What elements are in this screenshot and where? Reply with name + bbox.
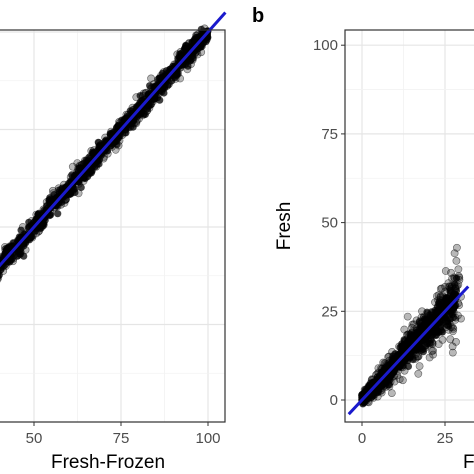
panel-b-border	[344, 29, 474, 423]
y-tick-label: 50	[321, 215, 338, 232]
scatter-point	[46, 212, 54, 220]
scatter-point	[446, 335, 455, 344]
panel-b-x-ticks: 0 25	[358, 422, 454, 447]
panel-a-x-axis-title: Fresh-Frozen	[51, 452, 165, 473]
scatter-point	[434, 340, 443, 348]
x-tick-label: 75	[113, 430, 130, 447]
scatter-point	[58, 198, 66, 206]
scatter-point	[389, 352, 397, 360]
scatter-point	[403, 312, 412, 321]
x-tick-label: 0	[358, 430, 366, 447]
y-tick-label: 25	[321, 303, 338, 320]
scatter-point	[95, 160, 103, 168]
panel-a: 50 75 100 Fresh-Frozen	[0, 11, 227, 473]
scatter-point	[395, 375, 404, 383]
scatter-point	[103, 147, 112, 155]
panel-b-x-axis-title: F	[463, 452, 474, 473]
panel-a-grid	[0, 30, 225, 423]
scatter-point	[451, 280, 459, 288]
scatter-point	[422, 342, 430, 350]
scatter-point	[137, 109, 146, 117]
scatter-point	[427, 346, 436, 355]
scatter-point	[4, 244, 12, 252]
panel-b-points	[358, 243, 465, 408]
panel-b: b 0 25 0 25 50 75 100 Fresh F	[252, 5, 474, 473]
scatter-point	[188, 38, 196, 46]
scatter-point	[404, 362, 412, 370]
panel-b-fit-line	[347, 285, 470, 416]
y-tick-label: 100	[313, 37, 338, 54]
scatter-point	[448, 348, 457, 357]
scatter-point	[54, 210, 62, 218]
scatter-point	[17, 226, 25, 234]
y-tick-label: 75	[321, 126, 338, 143]
panel-b-y-axis-title: Fresh	[274, 202, 295, 251]
x-tick-label: 100	[195, 430, 220, 447]
scatter-point	[386, 376, 394, 384]
scatter-point	[414, 369, 423, 378]
scatter-point	[423, 308, 431, 316]
scatter-point	[396, 362, 404, 370]
scatter-point	[452, 256, 461, 265]
scatter-point	[447, 268, 455, 277]
scatter-point	[373, 389, 381, 397]
scatter-point	[145, 100, 153, 109]
panel-b-y-ticks: 0 25 50 75 100	[313, 37, 345, 409]
scatter-point	[387, 389, 396, 397]
scatter-point	[181, 60, 189, 68]
scatter-point	[452, 337, 460, 346]
scatter-point	[448, 327, 457, 336]
scatter-point	[398, 376, 407, 385]
scatter-point	[15, 250, 23, 258]
scatter-point	[77, 183, 85, 191]
scatter-point	[156, 96, 164, 104]
x-tick-label: 50	[26, 430, 43, 447]
scatter-point	[182, 44, 191, 52]
scatter-point	[433, 328, 441, 336]
scatter-point	[438, 328, 446, 336]
panel-a-border	[0, 29, 226, 423]
scatter-point	[0, 275, 1, 281]
scatter-point	[444, 322, 452, 330]
panel-a-fit-line	[0, 11, 227, 268]
scatter-point	[415, 362, 424, 370]
scatter-point	[452, 274, 461, 282]
scatter-point	[437, 300, 445, 308]
scatter-point	[427, 336, 435, 344]
panel-a-x-ticks: 50 75 100	[26, 422, 221, 447]
scatter-point	[424, 319, 432, 327]
scatter-point	[114, 121, 122, 129]
panel-b-letter: b	[252, 5, 264, 27]
scatter-point	[147, 74, 155, 83]
scatter-point	[25, 218, 33, 226]
y-tick-label: 0	[330, 392, 338, 409]
scatter-point	[443, 316, 451, 324]
scatter-point	[405, 336, 414, 344]
x-tick-label: 25	[437, 430, 454, 447]
scatter-point	[452, 243, 461, 252]
scatter-point	[454, 265, 463, 274]
